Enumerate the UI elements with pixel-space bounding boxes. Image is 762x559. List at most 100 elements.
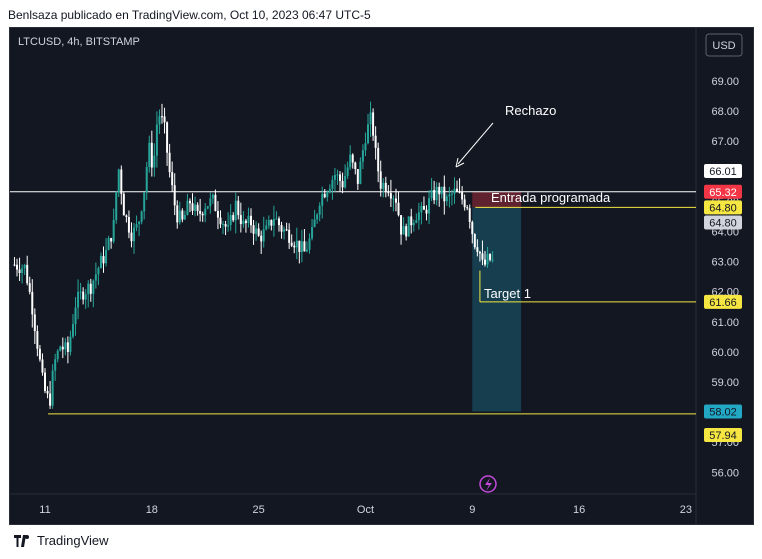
candle-body (46, 391, 49, 394)
currency-button[interactable] (705, 33, 743, 57)
candle-body (326, 192, 329, 198)
candle-body (130, 232, 133, 242)
candle-body (435, 186, 438, 201)
candle-body (117, 169, 120, 193)
candle-body (138, 221, 141, 225)
candle-body (135, 224, 138, 228)
candle-body (275, 218, 278, 220)
candle-body (290, 242, 293, 246)
replay-icon[interactable] (479, 475, 497, 493)
price-label-box (704, 200, 742, 215)
candle-body (351, 154, 354, 163)
y-tick-label: 59.00 (711, 377, 739, 389)
candle-body (234, 200, 237, 221)
candle-body (209, 198, 212, 207)
candle-body (41, 359, 44, 373)
price-label: 61.66 (709, 297, 737, 309)
x-tick-label: Oct (357, 504, 374, 516)
candle-body (250, 215, 253, 226)
candle-body (481, 253, 484, 260)
candle-body (183, 214, 186, 220)
candle-body (285, 229, 288, 231)
candle-body (229, 215, 232, 226)
candle-body (82, 291, 85, 300)
candle-body (483, 259, 486, 265)
price-label: 58.02 (709, 406, 737, 418)
candle-body (224, 224, 227, 227)
candle-body (293, 245, 296, 248)
annotation-target: Target 1 (484, 286, 531, 301)
candle-body (392, 198, 395, 200)
y-tick-label: 68.00 (711, 106, 739, 118)
candle-body (216, 210, 219, 218)
candle-body (341, 180, 344, 188)
candle-body (112, 220, 115, 242)
candle-body (199, 210, 202, 214)
candle-body (316, 214, 319, 220)
candle-body (272, 218, 275, 226)
candle-body (367, 124, 370, 144)
candle-body (361, 150, 364, 162)
candle-body (265, 225, 268, 230)
candle-body (140, 211, 143, 222)
price-chart[interactable]: LTCUSD, 4h, BITSTAMP USD 69.00 68.00 67.00 66… (10, 28, 753, 524)
candle-body (389, 193, 392, 199)
x-tick-label: 11 (39, 504, 50, 516)
price-label-box (704, 427, 742, 442)
currency-label[interactable]: USD (712, 40, 735, 52)
candle-body (321, 193, 324, 206)
candle-body (339, 174, 342, 181)
candle-body (397, 202, 400, 216)
tradingview-logo-icon (14, 534, 29, 547)
candle-body (120, 169, 123, 194)
candle-body (13, 264, 16, 266)
candle-body (38, 348, 41, 360)
y-tick-label: 64.00 (711, 227, 739, 239)
candle-body (186, 200, 189, 215)
price-label-box (704, 163, 742, 178)
candle-body (491, 259, 494, 261)
chart-frame[interactable]: LTCUSD, 4h, BITSTAMP USD 69.00 68.00 67.00 66… (9, 27, 754, 525)
y-tick-label: 56.00 (711, 467, 739, 479)
candle-body (331, 179, 334, 189)
candle-body (92, 280, 95, 294)
candle-body (54, 359, 57, 371)
candle-body (79, 291, 82, 293)
candle-body (438, 186, 441, 195)
candle-body (280, 225, 283, 232)
candle-body (267, 220, 270, 226)
candle-body (489, 254, 492, 260)
candle-body (364, 143, 367, 151)
candle-body (158, 116, 161, 125)
candle-body (171, 172, 174, 186)
candle-body (28, 283, 31, 292)
candle-body (18, 269, 21, 274)
x-tick-label: 23 (680, 504, 692, 516)
candle-body (181, 210, 184, 220)
candle-body (239, 215, 242, 225)
tradingview-logo: TradingView (14, 533, 109, 548)
candle-body (66, 342, 69, 352)
candle-body (471, 221, 474, 235)
candle-body (349, 154, 352, 168)
candle-body (412, 222, 415, 226)
candle-body (71, 324, 74, 337)
candle-body (466, 207, 469, 209)
candle-body (160, 116, 163, 118)
candle-body (214, 194, 217, 211)
x-tick-label: 18 (146, 504, 158, 516)
candle-body (87, 283, 90, 295)
candle-body (255, 228, 258, 234)
publish-line: Benlsaza publicado en TradingView.com, O… (8, 8, 371, 22)
candle-body (163, 116, 166, 123)
candle-body (194, 204, 197, 211)
price-label-box (704, 184, 742, 199)
lightning-icon (485, 478, 492, 491)
symbol-label: LTCUSD, 4h, BITSTAMP (18, 36, 140, 48)
stop-zone (472, 191, 522, 208)
candle-body (298, 240, 301, 253)
candle-body (478, 251, 481, 254)
candle-body (387, 192, 390, 194)
candle-body (463, 199, 466, 208)
candle-body (346, 167, 349, 176)
